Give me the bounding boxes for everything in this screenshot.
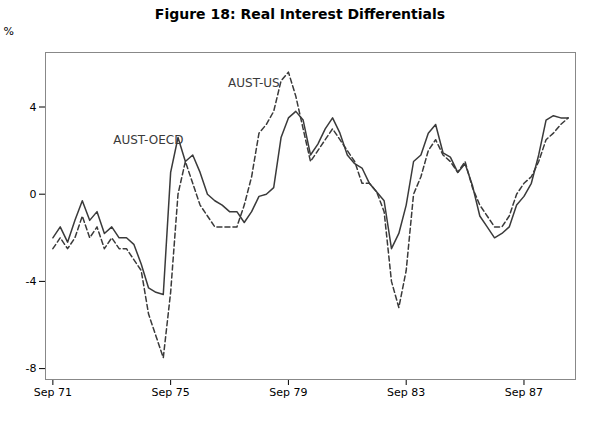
svg-text:-8: -8 <box>26 362 37 375</box>
svg-text:%: % <box>4 25 14 38</box>
svg-text:-4: -4 <box>26 275 37 288</box>
html-text:Figure 18: Real Interest Diffe: Figure 18: Real Interest Differentials <box>154 6 446 22</box>
svg-text:AUST-OECD: AUST-OECD <box>113 133 183 147</box>
svg-text:AUST-US: AUST-US <box>228 76 280 90</box>
svg-text:Sep 87: Sep 87 <box>505 386 543 399</box>
svg-text:Sep 71: Sep 71 <box>34 386 72 399</box>
svg-text:4: 4 <box>30 101 37 114</box>
svg-text:0: 0 <box>30 188 37 201</box>
svg-text:Sep 83: Sep 83 <box>387 386 425 399</box>
svg-text:Sep 79: Sep 79 <box>269 386 307 399</box>
svg-text:Sep 75: Sep 75 <box>152 386 190 399</box>
